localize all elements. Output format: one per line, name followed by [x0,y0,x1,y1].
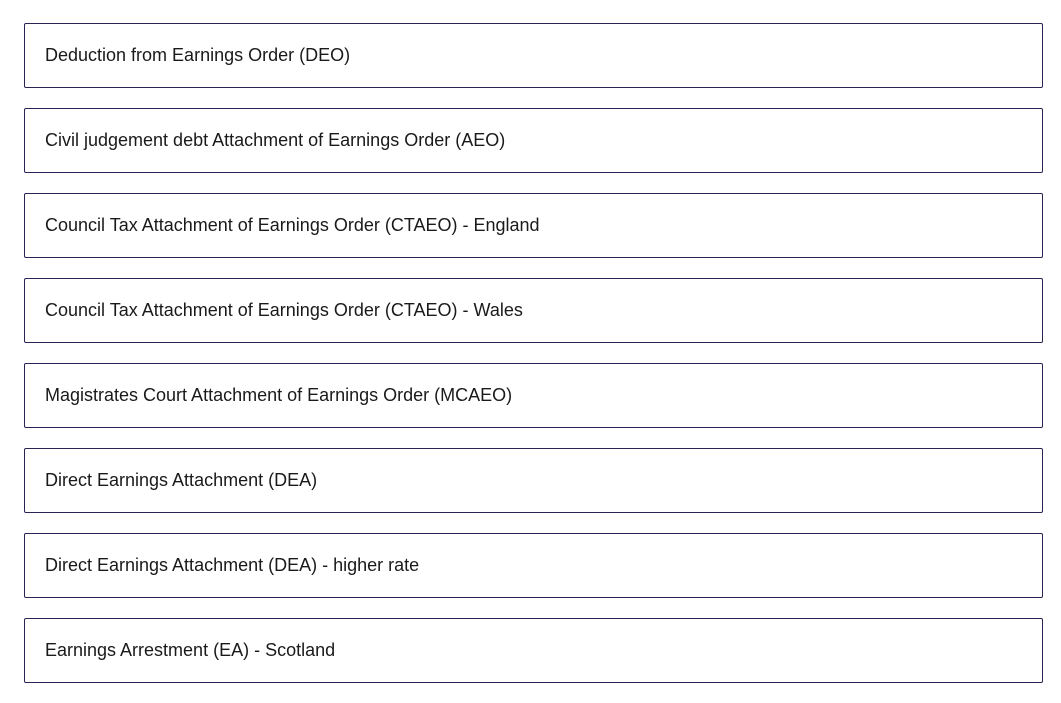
option-dea-higher-rate[interactable]: Direct Earnings Attachment (DEA) - highe… [24,533,1043,598]
option-aeo[interactable]: Civil judgement debt Attachment of Earni… [24,108,1043,173]
option-label: Direct Earnings Attachment (DEA) - highe… [45,555,420,575]
option-label: Direct Earnings Attachment (DEA) [45,470,318,490]
option-ctaeo-wales[interactable]: Council Tax Attachment of Earnings Order… [24,278,1043,343]
option-ea-scotland[interactable]: Earnings Arrestment (EA) - Scotland [24,618,1043,683]
option-label: Deduction from Earnings Order (DEO) [45,45,351,65]
option-label: Earnings Arrestment (EA) - Scotland [45,640,336,660]
option-ctaeo-england[interactable]: Council Tax Attachment of Earnings Order… [24,193,1043,258]
option-deo[interactable]: Deduction from Earnings Order (DEO) [24,23,1043,88]
option-dea[interactable]: Direct Earnings Attachment (DEA) [24,448,1043,513]
option-label: Magistrates Court Attachment of Earnings… [45,385,513,405]
option-label: Council Tax Attachment of Earnings Order… [45,215,540,235]
option-label: Council Tax Attachment of Earnings Order… [45,300,523,320]
option-label: Civil judgement debt Attachment of Earni… [45,130,506,150]
option-mcaeo[interactable]: Magistrates Court Attachment of Earnings… [24,363,1043,428]
order-type-options: Deduction from Earnings Order (DEO) Civi… [24,23,1043,703]
